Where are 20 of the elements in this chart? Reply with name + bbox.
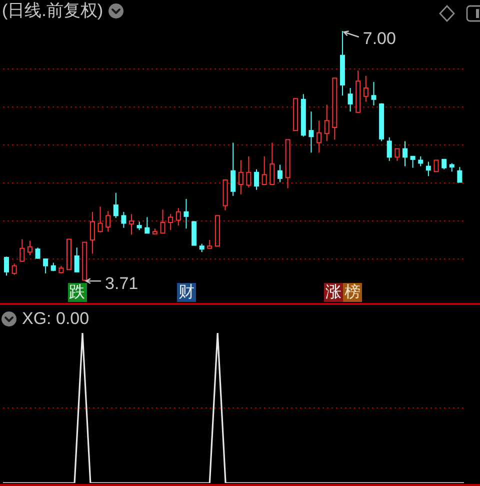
text: 财 (177, 283, 196, 302)
annotation: 3.71 (105, 274, 138, 293)
candlestick (316, 120, 322, 154)
candlestick (426, 161, 431, 177)
candlestick (402, 140, 408, 167)
chart-title: (日线.前复权) (2, 1, 104, 21)
candlestick (176, 208, 181, 226)
candlestick (348, 87, 353, 112)
candlestick (238, 160, 244, 195)
candlestick (371, 81, 376, 106)
candlestick (184, 198, 189, 230)
text: 涨榜 (324, 283, 362, 302)
candlestick (90, 211, 95, 254)
chart-title: XG: 0.00 (22, 309, 90, 329)
candlestick (324, 104, 330, 142)
candlestick (129, 214, 134, 236)
candlestick (308, 111, 314, 154)
text: 跌 (68, 283, 87, 302)
annotation: 7.00 (362, 29, 396, 48)
candlestick (340, 31, 345, 96)
